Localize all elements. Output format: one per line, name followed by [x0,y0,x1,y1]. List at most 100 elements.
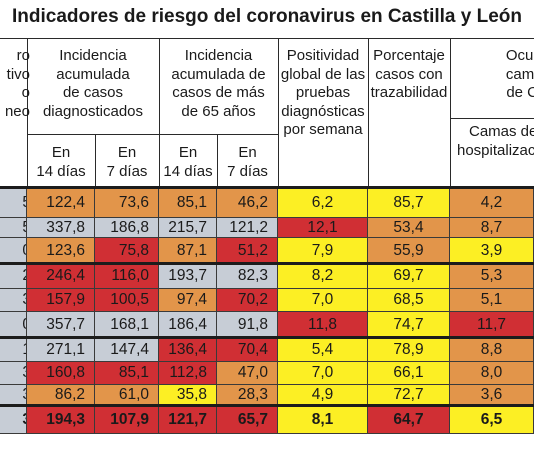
row-label: 2 [0,264,27,289]
row-label-text: 5 [22,219,26,237]
table-cell: 53,4 [368,218,450,238]
header-sub-rule [27,134,278,135]
table-cell: 69,7 [368,264,450,289]
header-divider [27,38,28,186]
group-separator [0,336,534,339]
row-label: 5 [0,218,27,238]
table-cell: 160,8 [27,362,95,385]
table-cell: 337,8 [27,218,95,238]
table-cell: 7,0 [278,362,368,385]
table-cell: 72,7 [368,385,450,406]
table-cell: 28,3 [217,385,278,406]
row-label-text: 0 [22,242,26,260]
row-label-text: 3 [22,386,26,404]
table-cell: 85,1 [95,362,159,385]
table-cell: 5,1 [450,289,534,312]
table-cell: 35,8 [159,385,217,406]
table-cell: 193,7 [159,264,217,289]
table-cell: 91,8 [217,312,278,338]
table-cell: 136,4 [159,338,217,362]
table-cell: 6,5 [450,406,534,434]
header-divider [450,38,451,186]
row-label-text: 3 [22,411,26,429]
subheader-14-dias: En 14 días [36,144,86,180]
table-cell: 3,6 [450,385,534,406]
table-cell: 147,4 [95,338,159,362]
row-label: 0 [0,312,27,338]
table-cell: 87,1 [159,238,217,264]
table-cell: 215,7 [159,218,217,238]
header-sub-rule [450,118,534,119]
table-cell: 4,9 [278,385,368,406]
table-cell: 3,9 [450,238,534,264]
header-sub-divider [217,134,218,186]
table-cell: 4,2 [450,189,534,218]
table-cell: 357,7 [27,312,95,338]
table-cell: 74,7 [368,312,450,338]
table-cell: 157,9 [27,289,95,312]
row-label: 1 [0,338,27,362]
table-cell: 97,4 [159,289,217,312]
table-cell: 66,1 [368,362,450,385]
subheader-7-dias: En 7 días [106,144,148,180]
table-cell: 122,4 [27,189,95,218]
table-cell: 68,5 [368,289,450,312]
row-label: 3 [0,362,27,385]
table-cell: 7,0 [278,289,368,312]
header-sub-divider [95,134,96,186]
table-cell: 85,7 [368,189,450,218]
table-cell: 82,3 [217,264,278,289]
table-cell: 85,1 [159,189,217,218]
row-label: 0 [0,238,27,264]
table-row: 386,261,035,828,34,972,73,6 [0,385,534,406]
group-separator [0,186,534,189]
table-cell: 186,4 [159,312,217,338]
row-label-text: 3 [22,291,26,309]
row-label: 3 [0,385,27,406]
table-cell: 5,4 [278,338,368,362]
subheader-14-dias: En 14 días [163,144,213,180]
row-label: 3 [0,406,27,434]
table-cell: 64,7 [368,406,450,434]
table-cell: 5,3 [450,264,534,289]
header-divider [368,38,369,186]
header-trazabilidad: Porcentaje casos con trazabilidad [370,47,448,101]
table-cell: 55,9 [368,238,450,264]
table-cell: 47,0 [217,362,278,385]
table-cell: 100,5 [95,289,159,312]
header-incidencia-casos: Incidencia acumulada de casos diagnostic… [42,47,144,120]
table-cell: 70,2 [217,289,278,312]
table-cell: 116,0 [95,264,159,289]
header-divider [278,38,279,186]
chart-title: Indicadores de riesgo del coronavirus en… [12,6,522,27]
table-cell: 194,3 [27,406,95,434]
row-label-text: 2 [22,267,26,285]
table-cell: 168,1 [95,312,159,338]
table-cell: 11,7 [450,312,534,338]
header-camas-hospitalizacion: Camas de hospitalizació [457,123,534,159]
table-cell: 8,0 [450,362,534,385]
row-label-text: 3 [22,364,26,382]
table-row: 5122,473,685,146,26,285,74,2 [0,189,534,218]
table-cell: 75,8 [95,238,159,264]
table-cell: 51,2 [217,238,278,264]
table-cell: 8,2 [278,264,368,289]
row-label-text: 0 [22,316,26,334]
table-cell: 46,2 [217,189,278,218]
group-separator [0,404,534,407]
row-label-text: 5 [22,194,26,212]
table-cell: 86,2 [27,385,95,406]
table-cell: 11,8 [278,312,368,338]
table-row: 0123,675,887,151,27,955,93,9 [0,238,534,264]
table-cell: 7,9 [278,238,368,264]
group-separator [0,262,534,265]
table-cell: 8,7 [450,218,534,238]
table-cell: 65,7 [217,406,278,434]
table-cell: 61,0 [95,385,159,406]
